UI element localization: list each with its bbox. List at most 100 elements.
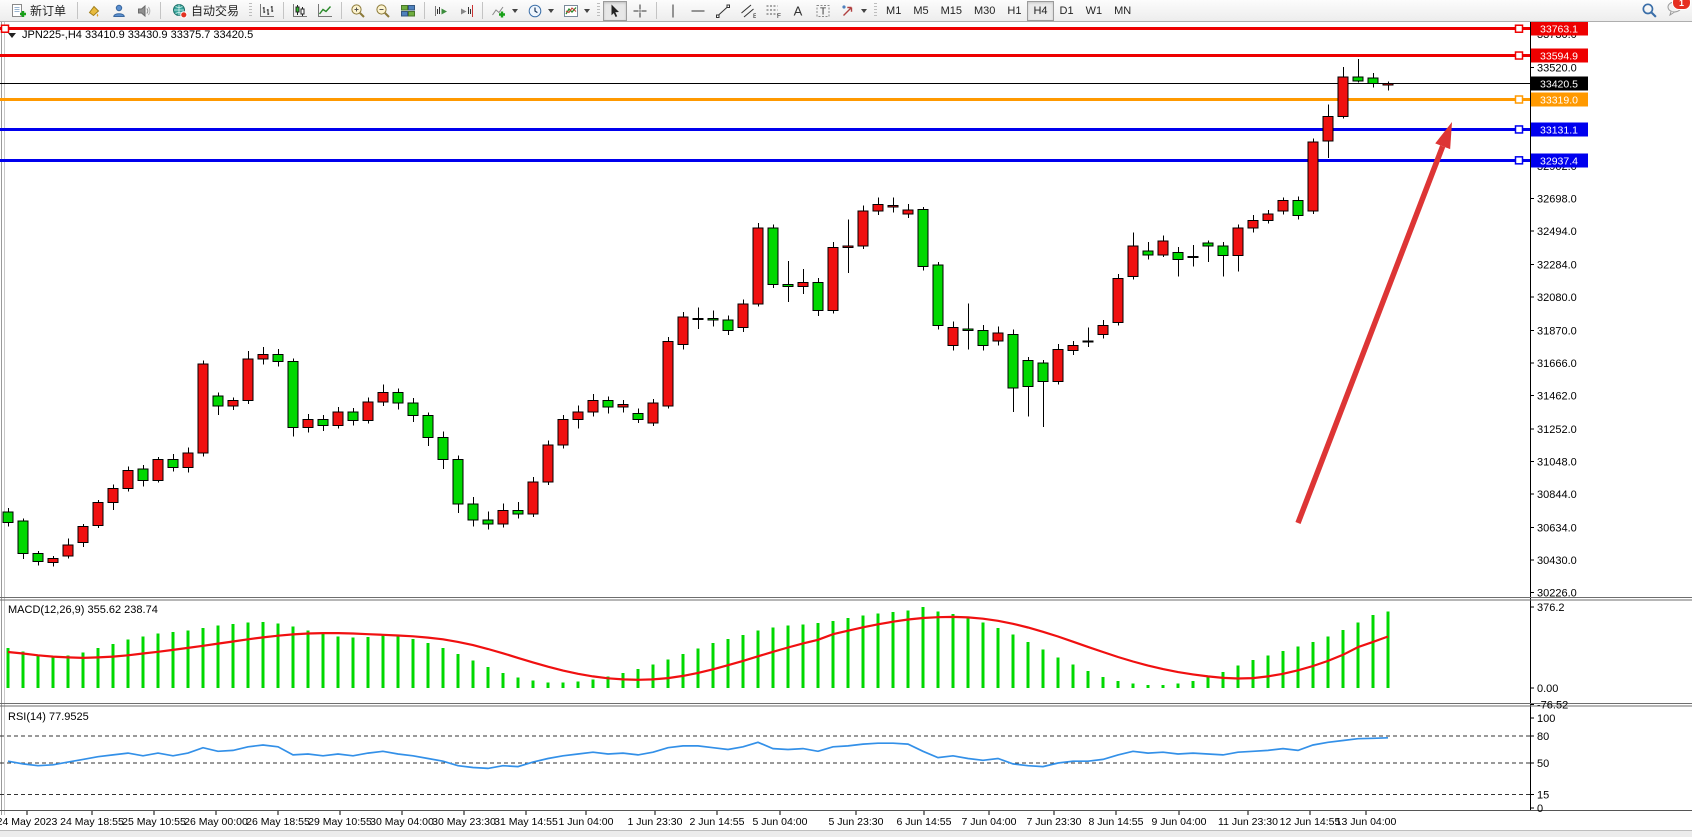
candle (902, 203, 914, 219)
candle (932, 261, 944, 330)
candle (422, 412, 434, 447)
trendline-button[interactable] (711, 1, 735, 21)
candle (1382, 81, 1394, 91)
cursor-button[interactable] (603, 0, 628, 21)
bar-chart-button[interactable] (255, 1, 279, 21)
separator (283, 2, 285, 19)
tab-timeframe-H1[interactable]: H1 (1007, 4, 1022, 17)
tab-timeframe-H4[interactable]: H4 (1027, 0, 1054, 21)
svg-text:-76.52: -76.52 (1537, 699, 1568, 711)
line-handle[interactable] (0, 24, 10, 33)
separator (77, 2, 79, 19)
equidistant-channel-icon: E (741, 4, 756, 19)
svg-text:0.00: 0.00 (1537, 683, 1558, 695)
candle (707, 310, 719, 327)
tile-windows-icon (401, 4, 416, 16)
candle (452, 455, 464, 513)
tab-timeframe-M5[interactable]: M5 (913, 4, 929, 17)
tab-timeframe-MN[interactable]: MN (1114, 4, 1132, 17)
horizontal-line-button[interactable] (686, 1, 710, 21)
line-chart-button[interactable] (313, 1, 337, 21)
trend-arrow[interactable] (1295, 122, 1452, 524)
search-icon[interactable] (1641, 2, 1658, 19)
svg-text:7 Jun 04:00: 7 Jun 04:00 (962, 816, 1017, 828)
svg-text:7 Jun 23:30: 7 Jun 23:30 (1027, 816, 1082, 828)
candle (617, 399, 629, 413)
candlestick-chart-button[interactable] (288, 1, 312, 21)
candle (1337, 67, 1349, 119)
candle (752, 222, 764, 307)
crosshair-button[interactable] (628, 1, 652, 21)
price-badge-33763.1: 33763.1 (1540, 24, 1578, 36)
periods-button[interactable] (523, 1, 558, 21)
zoom-in-icon (351, 3, 365, 18)
svg-text:32284.0: 32284.0 (1537, 259, 1577, 271)
line-handle[interactable] (1514, 51, 1524, 60)
chart-canvas[interactable]: 33730.033520.033112.032902.032698.032494… (0, 22, 1692, 837)
candle (1112, 273, 1124, 326)
candle (1052, 344, 1064, 385)
candle (1097, 320, 1109, 339)
price-badge-33319.0: 33319.0 (1540, 95, 1578, 107)
candle (1322, 104, 1334, 159)
line-handle[interactable] (1514, 156, 1524, 165)
templates-button[interactable] (559, 1, 594, 21)
candle (1037, 359, 1049, 427)
separator (341, 2, 343, 19)
svg-text:32494.0: 32494.0 (1537, 226, 1577, 238)
svg-text:26 May 00:00: 26 May 00:00 (184, 816, 248, 828)
zoom-in-button[interactable] (346, 1, 370, 21)
tab-timeframe-D1[interactable]: D1 (1059, 4, 1074, 17)
text-label-button[interactable]: T (811, 1, 835, 21)
candle (1232, 224, 1244, 272)
chart-shift-button[interactable] (454, 1, 478, 21)
chat-button[interactable]: 1 (1666, 0, 1691, 21)
tile-windows-button[interactable] (396, 1, 420, 21)
line-handle[interactable] (1514, 95, 1524, 104)
depth-of-market-button[interactable] (107, 1, 131, 21)
equidistant-channel-button[interactable]: E (736, 1, 760, 21)
tab-timeframe-M1[interactable]: M1 (886, 4, 902, 17)
svg-text:32080.0: 32080.0 (1537, 292, 1577, 304)
indicators-button[interactable] (487, 1, 522, 21)
candle (827, 242, 839, 314)
tab-timeframe-M15[interactable]: M15 (940, 4, 962, 17)
zoom-out-button[interactable] (371, 1, 395, 21)
autotrading-button[interactable]: 自动交易 (165, 1, 246, 21)
candle (887, 197, 899, 213)
line-handles-layer (0, 24, 1524, 165)
line-handle[interactable] (1514, 125, 1524, 134)
autotrading-label: 自动交易 (191, 4, 240, 18)
candle (1247, 214, 1259, 233)
tab-timeframe-M30[interactable]: M30 (974, 4, 996, 17)
auto-scroll-button[interactable] (429, 1, 453, 21)
tab-timeframe-W1[interactable]: W1 (1085, 4, 1103, 17)
separator (424, 2, 426, 19)
candle (317, 414, 329, 431)
candle (857, 205, 869, 250)
fibonacci-button[interactable]: F (761, 1, 785, 21)
arrows-button[interactable] (836, 1, 871, 21)
candle (212, 392, 224, 415)
candle (47, 556, 59, 567)
macd-indicator-label: MACD(12,26,9) 355.62 238.74 (8, 604, 158, 616)
chevron-down-icon (512, 8, 519, 13)
candle (962, 303, 974, 350)
clock-icon (528, 4, 542, 17)
svg-text:T: T (820, 6, 826, 17)
vertical-line-button[interactable] (661, 1, 685, 21)
line-handle[interactable] (1514, 24, 1524, 33)
new-order-button[interactable]: 新订单 (4, 1, 73, 21)
alerts-button[interactable] (132, 1, 156, 21)
fibonacci-icon: F (766, 5, 781, 19)
candle (1277, 197, 1289, 215)
candle (77, 524, 89, 548)
macd-panel: 376.2 0.00 -76.52 (6, 602, 1568, 711)
candle (17, 518, 29, 560)
styler-button[interactable] (82, 1, 106, 21)
chart-shift-icon (461, 4, 474, 17)
text-button[interactable]: A (786, 1, 810, 21)
svg-text:8 Jun 14:55: 8 Jun 14:55 (1089, 816, 1144, 828)
candle (1352, 59, 1364, 83)
bar-chart-icon (260, 3, 275, 17)
